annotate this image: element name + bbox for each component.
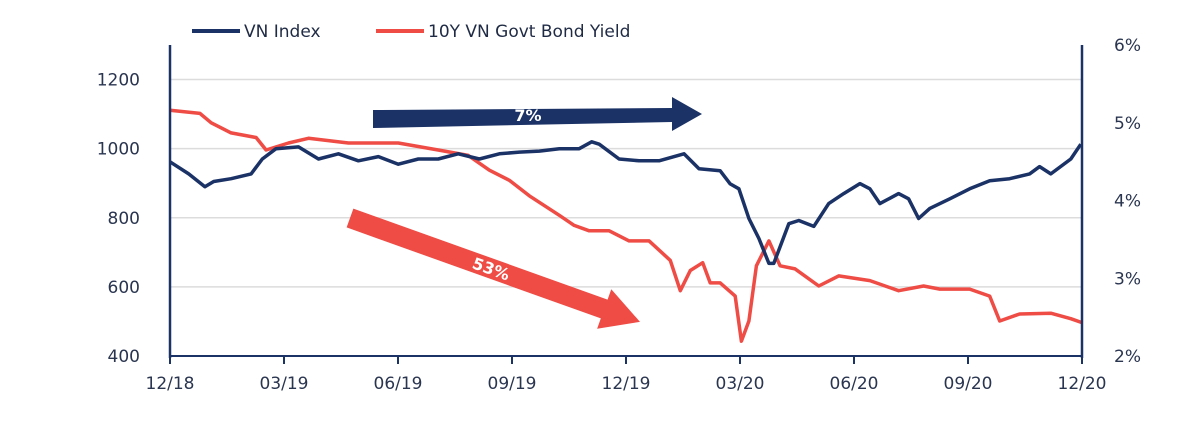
annotation-label-53pct: 53% <box>470 254 512 285</box>
y-left-tick-label: 400 <box>108 347 140 367</box>
x-tick-label: 06/20 <box>830 374 879 394</box>
y-left-tick-label: 800 <box>108 209 140 229</box>
y-right-tick-label: 3% <box>1114 269 1141 289</box>
x-tick-label: 12/20 <box>1058 374 1107 394</box>
legend: VN Index 10Y VN Govt Bond Yield <box>192 22 630 42</box>
blue-arrow-icon <box>373 97 702 131</box>
y-left-tick-label: 1200 <box>97 71 140 91</box>
y-right-tick-label: 5% <box>1114 114 1141 134</box>
series-lines <box>169 108 1083 343</box>
annotations: 7% 53% <box>346 97 702 329</box>
x-tick-label: 06/19 <box>374 374 423 394</box>
series-line-vn-index <box>169 140 1083 266</box>
red-arrow-icon <box>346 208 640 329</box>
x-tick-label: 12/19 <box>602 374 651 394</box>
legend-label-vn-index: VN Index <box>244 22 321 42</box>
annotation-arrow-bond-yield: 53% <box>346 208 640 329</box>
axes: 400 600 800 1000 1200 2% 3% 4% 5% 6% 12/18 03/19 06/… <box>97 36 1141 394</box>
y-left-tick-label: 1000 <box>97 140 140 160</box>
y-right-tick-label: 2% <box>1114 347 1141 367</box>
x-tick-label: 09/19 <box>488 374 537 394</box>
x-tick-label: 03/20 <box>716 374 765 394</box>
annotation-arrow-vn-index: 7% <box>373 97 702 131</box>
series-line-bond-yield <box>169 108 1083 343</box>
x-tick-label: 09/20 <box>944 374 993 394</box>
annotation-label-7pct: 7% <box>514 106 541 125</box>
y-left-tick-label: 600 <box>108 278 140 298</box>
legend-label-bond-yield: 10Y VN Govt Bond Yield <box>428 22 630 42</box>
y-right-tick-label: 4% <box>1114 192 1141 212</box>
x-tick-label: 12/18 <box>146 374 195 394</box>
y-right-tick-label: 6% <box>1114 36 1141 56</box>
x-tick-label: 03/19 <box>260 374 309 394</box>
